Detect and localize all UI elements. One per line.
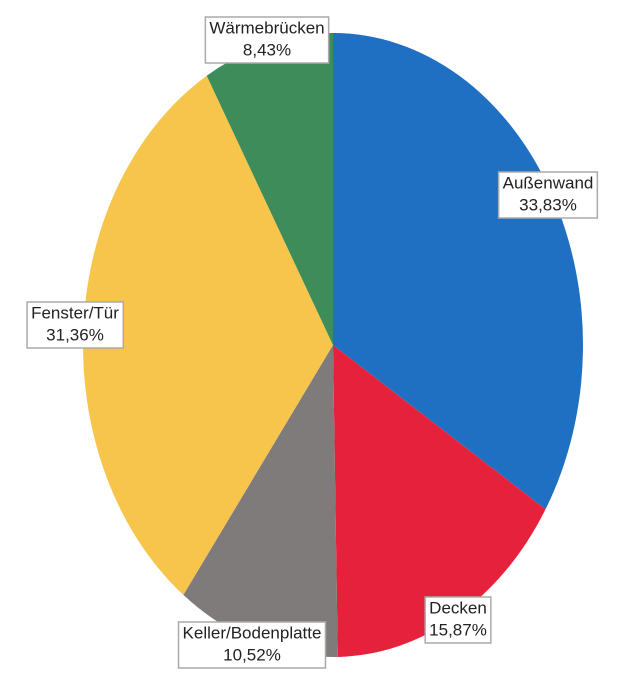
data-label: Fenster/Tür 31,36% xyxy=(26,301,125,349)
pie-slice xyxy=(82,75,333,595)
label-value: 15,87% xyxy=(429,620,487,639)
label-box xyxy=(177,621,327,669)
label-box xyxy=(497,171,599,219)
label-box xyxy=(424,596,492,644)
label-value: 31,36% xyxy=(46,325,104,344)
label-name: Fenster/Tür xyxy=(31,303,119,322)
label-value: 10,52% xyxy=(223,645,281,664)
pie-slice xyxy=(183,345,338,657)
label-box xyxy=(26,301,125,349)
pie-slice xyxy=(333,345,546,657)
data-label: Decken 15,87% xyxy=(424,596,492,644)
pie-slice xyxy=(333,33,584,510)
label-value: 8,43% xyxy=(243,40,291,59)
label-name: Außenwand xyxy=(503,173,594,192)
data-label: Wärmebrücken 8,43% xyxy=(204,16,330,64)
label-box xyxy=(204,16,330,64)
data-label: Außenwand 33,83% xyxy=(497,171,599,219)
label-name: Wärmebrücken xyxy=(209,18,324,37)
pie-slice xyxy=(206,33,333,345)
data-label: Keller/Bodenplatte 10,52% xyxy=(177,621,327,669)
label-value: 33,83% xyxy=(519,195,577,214)
label-name: Decken xyxy=(429,598,487,617)
label-name: Keller/Bodenplatte xyxy=(183,623,322,642)
